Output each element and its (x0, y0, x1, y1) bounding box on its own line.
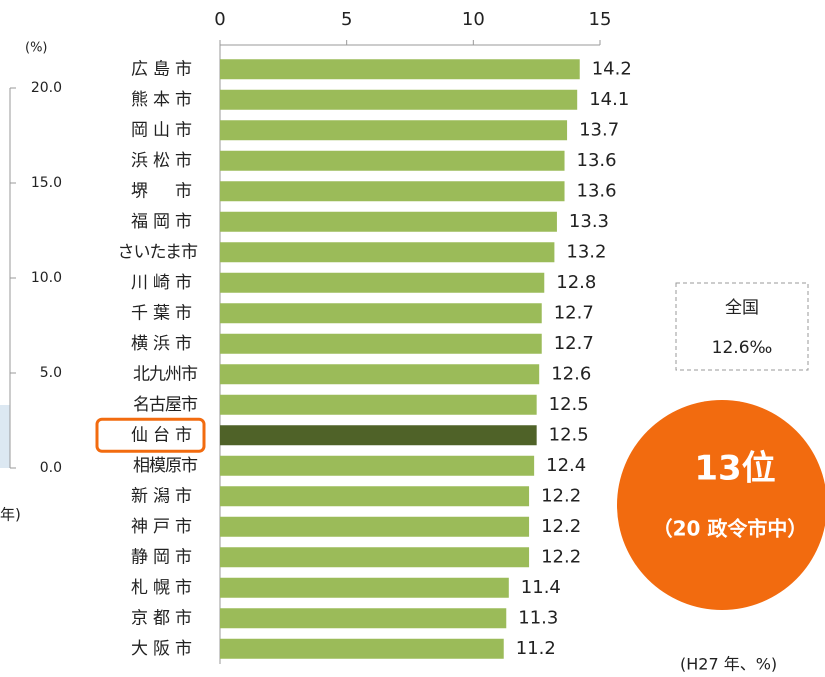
value-label: 12.5 (549, 394, 589, 415)
category-label: 広島市 (131, 59, 197, 79)
category-label: 堺 市 (131, 181, 197, 201)
unit-note: (H27 年、%) (680, 655, 777, 674)
value-label: 13.7 (579, 119, 619, 140)
bar (220, 211, 557, 232)
value-label: 12.8 (556, 272, 596, 293)
value-label: 11.3 (518, 607, 558, 628)
bar (220, 303, 542, 324)
value-label: 11.4 (521, 577, 561, 598)
national-label: 全国 (725, 298, 759, 318)
national-value: 12.6‰ (712, 338, 773, 358)
value-label: 12.2 (541, 516, 581, 537)
category-label: 福岡市 (131, 212, 197, 232)
category-label: 岡山市 (131, 120, 197, 140)
value-label: 13.6 (577, 150, 617, 171)
value-label: 13.2 (566, 241, 606, 262)
y-tick-label: 20.0 (31, 80, 62, 96)
y-tick-label: 5.0 (40, 365, 62, 381)
value-label: 12.2 (541, 546, 581, 567)
y-axis-label: (%) (25, 41, 48, 56)
x-axis-label: 年) (0, 506, 21, 524)
x-tick-label: 0 (214, 9, 225, 30)
value-label: 12.7 (554, 333, 594, 354)
category-label: さいたま市 (118, 242, 198, 262)
bar (220, 89, 578, 110)
bar (220, 120, 568, 141)
y-tick-label: 15.0 (31, 175, 62, 191)
value-label: 12.7 (554, 302, 594, 323)
value-label: 12.5 (549, 424, 589, 445)
category-label: 川崎市 (131, 273, 197, 293)
category-label: 神戸市 (131, 517, 197, 537)
rank-circle (617, 400, 825, 610)
category-label: 千葉市 (131, 303, 197, 323)
category-label: 浜松市 (131, 151, 197, 171)
category-label: 仙台市 (131, 425, 197, 445)
bar (220, 516, 530, 537)
category-label: 京都市 (131, 608, 197, 628)
y-tick-label: 0.0 (40, 460, 62, 476)
category-label: 熊本市 (131, 90, 197, 110)
category-label: 横浜市 (131, 334, 197, 354)
value-label: 13.3 (569, 211, 609, 232)
bar (220, 577, 509, 598)
bar (220, 364, 540, 385)
category-label: 名古屋市 (133, 395, 198, 415)
value-label: 14.1 (589, 89, 629, 110)
bar (220, 59, 580, 80)
bar (220, 486, 530, 507)
value-label: 12.6 (551, 363, 591, 384)
bar (220, 181, 565, 202)
bar (220, 394, 537, 415)
value-label: 14.2 (592, 58, 632, 79)
value-label: 12.2 (541, 485, 581, 506)
category-label: 大阪市 (131, 639, 197, 659)
highlight-box (95, 417, 206, 453)
category-label: 北九州市 (133, 364, 198, 384)
rank-text: 13位 (694, 449, 775, 489)
category-label: 札幌市 (131, 578, 197, 598)
rank-sub: （20 政令市中） (653, 517, 808, 541)
bar (220, 150, 565, 171)
bar (220, 638, 504, 659)
x-tick-label: 5 (341, 9, 352, 30)
value-label: 11.2 (516, 638, 556, 659)
value-label: 12.4 (546, 455, 586, 476)
fragment-area (0, 405, 10, 468)
category-label: 新潟市 (131, 486, 197, 506)
value-label: 13.6 (577, 180, 617, 201)
bar (220, 272, 545, 293)
bar (220, 425, 537, 446)
bar (220, 333, 542, 354)
bar (220, 242, 555, 263)
y-tick-label: 10.0 (31, 270, 62, 286)
bar (220, 547, 530, 568)
category-label: 相模原市 (133, 456, 198, 476)
national-box (675, 282, 809, 371)
x-tick-label: 15 (589, 9, 612, 30)
x-tick-label: 10 (462, 9, 485, 30)
bar (220, 455, 535, 476)
bar (220, 608, 507, 629)
category-label: 静岡市 (131, 547, 197, 567)
